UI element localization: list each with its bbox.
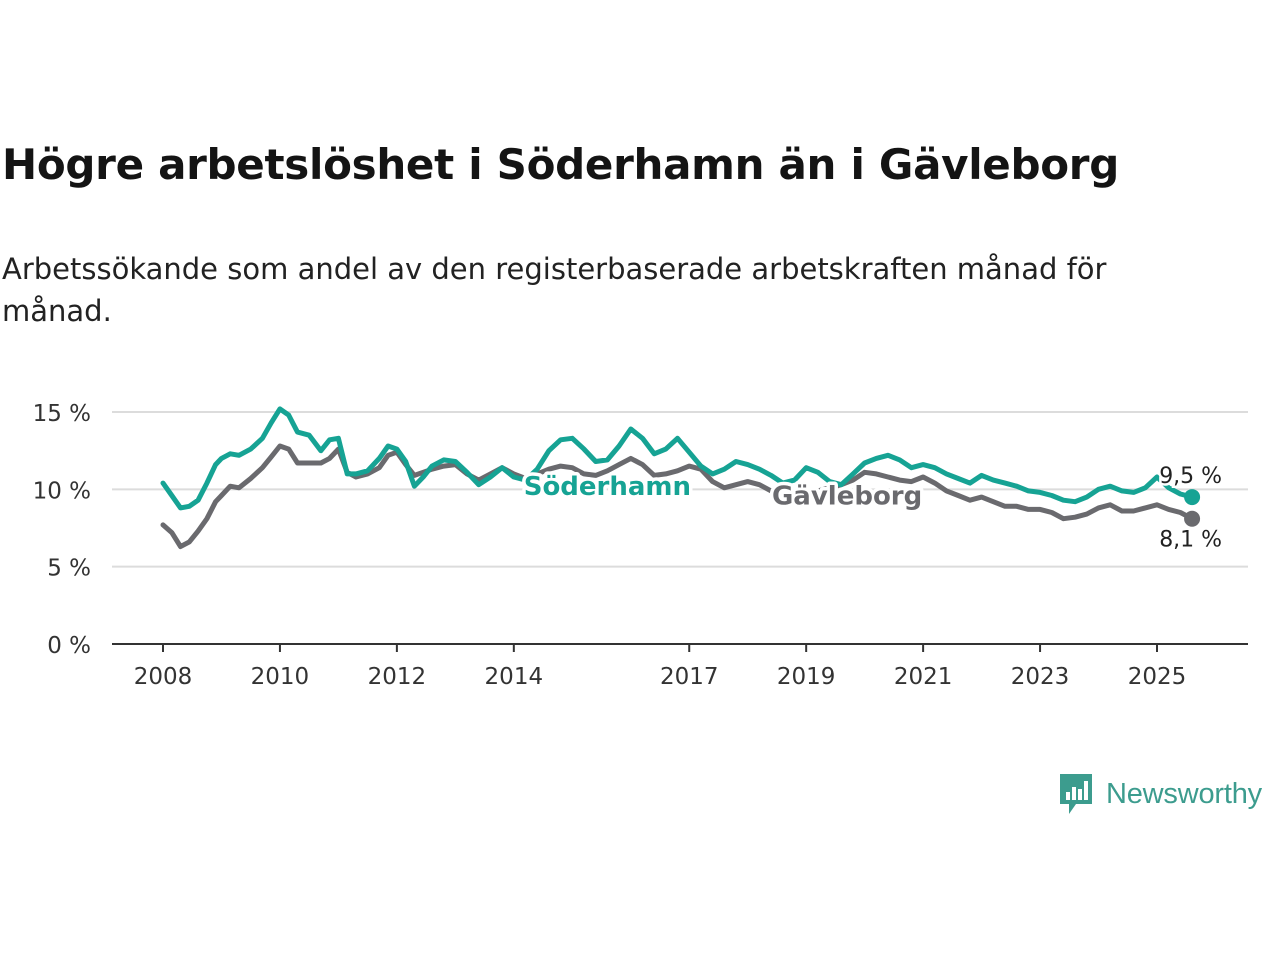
newsworthy-logo: Newsworthy [1058, 772, 1262, 816]
x-tick-label: 2008 [134, 664, 193, 690]
chart-title: Högre arbetslöshet i Söderhamn än i Gävl… [2, 140, 1119, 189]
brand-name: Newsworthy [1106, 777, 1262, 810]
series-label: Söderhamn [524, 472, 691, 502]
end-point-marker [1184, 510, 1201, 527]
x-tick-label: 2014 [485, 664, 544, 690]
x-tick-label: 2012 [368, 664, 427, 690]
series-lines [160, 406, 1201, 550]
y-tick-label: 5 % [47, 556, 91, 582]
chart-subtitle: Arbetssökande som andel av den registerb… [2, 252, 1107, 328]
y-tick-label: 0 % [47, 633, 91, 659]
x-tick-label: 2010 [251, 664, 310, 690]
y-tick-label: 10 % [33, 478, 91, 504]
x-tick-label: 2019 [777, 664, 836, 690]
x-tick-label: 2021 [894, 664, 953, 690]
x-tick-label: 2025 [1128, 664, 1187, 690]
chart-bars-icon [1060, 774, 1092, 814]
series-line-gävleborg [160, 443, 1195, 550]
series-line-söderhamn [160, 406, 1195, 511]
series-labels: Söderhamn Gävleborg 9,5 % 8,1 % [520, 462, 1224, 556]
x-tick-label: 2023 [1011, 664, 1070, 690]
series-label: Gävleborg [772, 482, 922, 512]
x-tick-label: 2017 [660, 664, 719, 690]
y-tick-label: 15 % [33, 401, 91, 427]
end-value-label: 9,5 % [1159, 464, 1222, 489]
end-point-marker [1184, 489, 1201, 506]
axes: 0 % 5 % 10 % 15 % 2008 2010 2012 2014 2017 2019 20… [33, 401, 1248, 690]
line-chart: 0 % 5 % 10 % 15 % 2008 2010 2012 2014 2017 2019 20… [33, 401, 1248, 690]
end-value-label: 8,1 % [1159, 528, 1222, 553]
gridlines [112, 411, 1248, 568]
